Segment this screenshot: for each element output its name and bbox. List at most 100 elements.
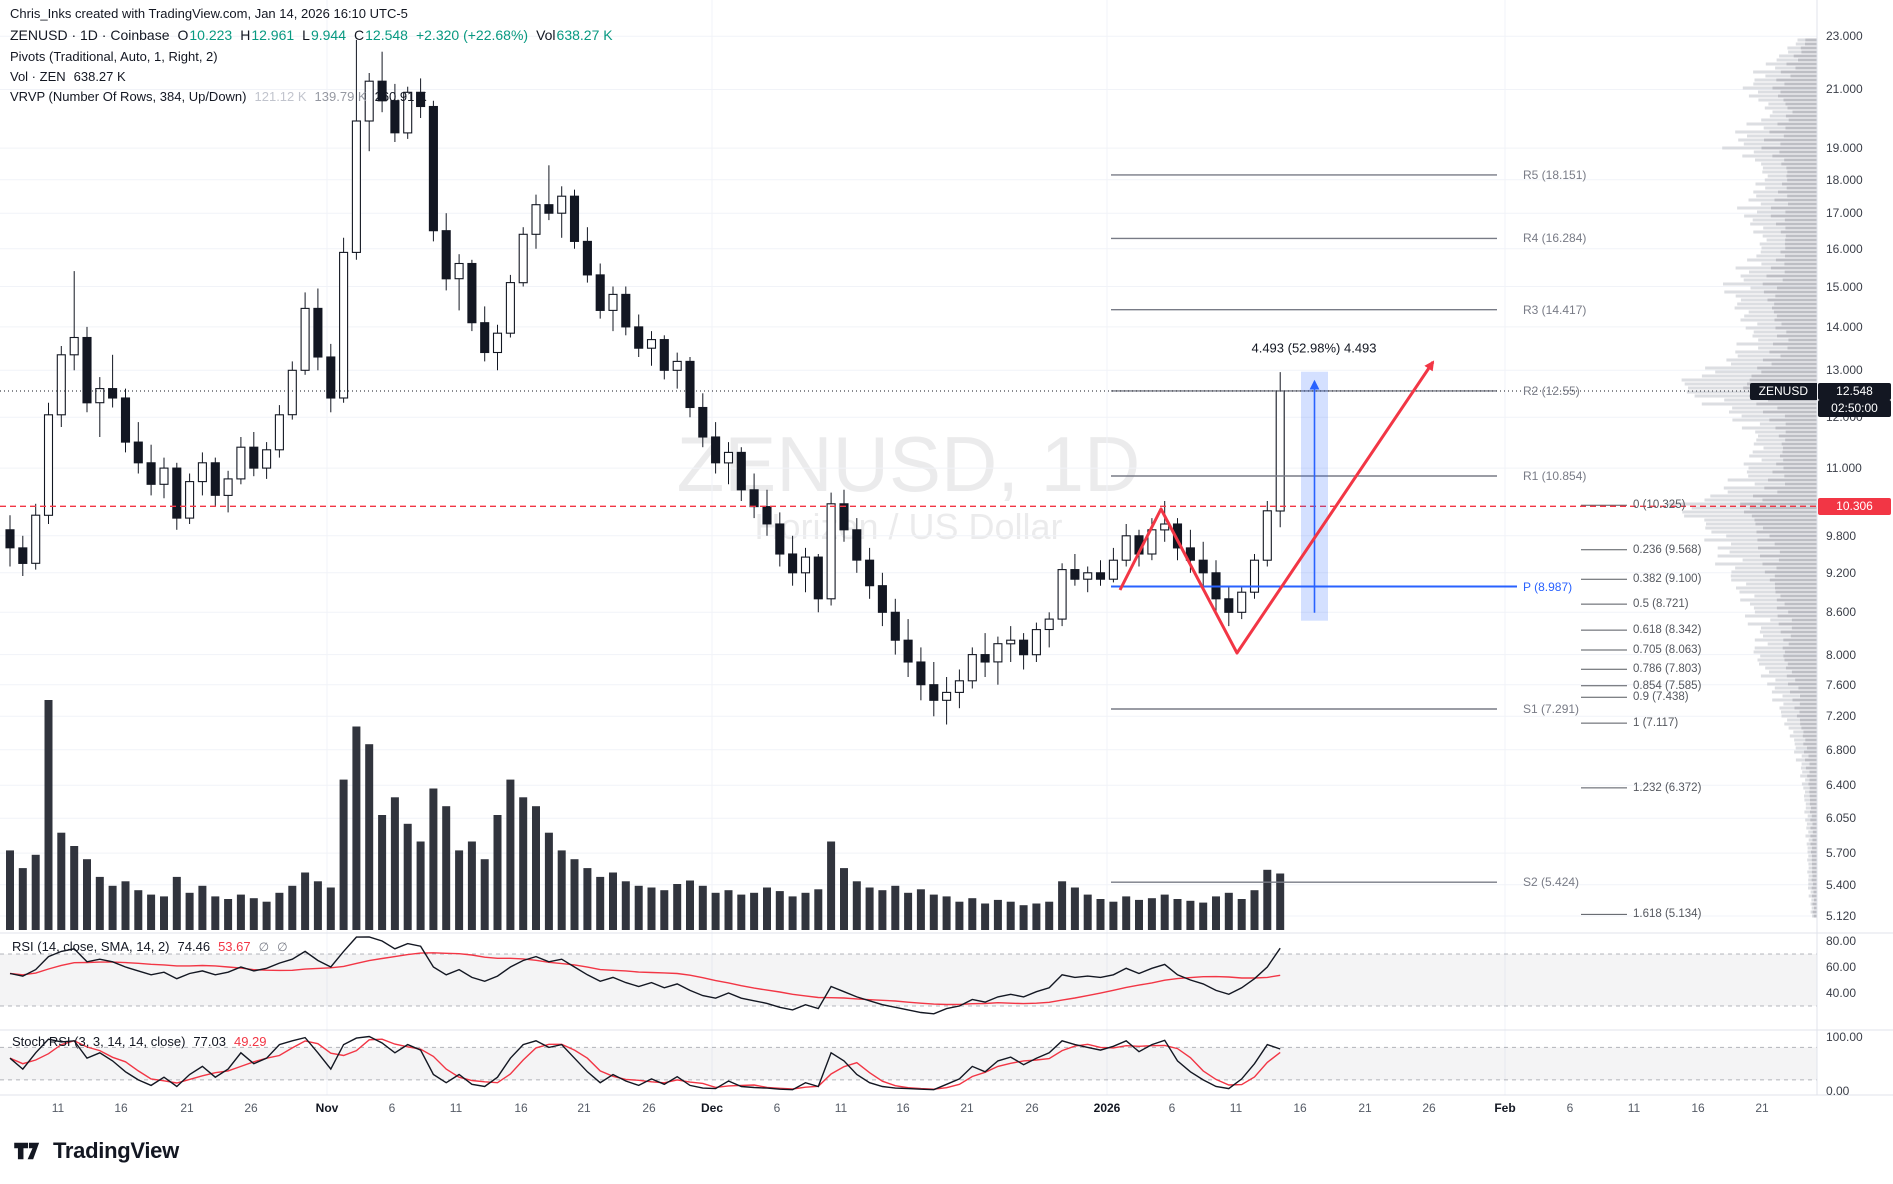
- vrvp-total-volume: 260.91 K: [374, 89, 427, 104]
- price-axis-label: 8.600: [1826, 605, 1857, 620]
- price-axis-label: 6.800: [1826, 742, 1857, 757]
- price-axis-label: 17.000: [1826, 206, 1863, 221]
- rsi-indicator-title: RSI (14, close, SMA, 14, 2): [12, 939, 170, 954]
- price-range-measure-label[interactable]: 4.493 (52.98%) 4.493: [1251, 340, 1377, 356]
- price-axis-label: 19.000: [1826, 141, 1863, 156]
- fib-level-label: 1 (7.117): [1633, 717, 1679, 730]
- ohlc-open: O10.223: [177, 27, 233, 43]
- price-axis-label: 21.000: [1826, 82, 1863, 97]
- rsi-sma-line: [9, 952, 1281, 1006]
- price-axis-label: 15.000: [1826, 279, 1863, 294]
- candlestick-series: [5, 40, 1285, 725]
- volume-series: [6, 700, 1285, 930]
- fib-level-label: 0.786 (7.803): [1633, 663, 1702, 676]
- price-axis-label: 8.000: [1826, 647, 1857, 662]
- vrvp-up-volume: 121.12 K: [254, 89, 307, 104]
- time-axis-label: 26: [244, 1101, 258, 1115]
- time-axis-label: 21: [577, 1101, 591, 1115]
- volume-legend-row[interactable]: Vol · ZEN 638.27 K: [10, 69, 613, 84]
- pivot-label-r4: R4 (16.284): [1523, 231, 1587, 246]
- pivot-label-p: P (8.987): [1523, 579, 1573, 594]
- vrvp-down-volume: 139.79 K: [314, 89, 367, 104]
- price-axis-label: 7.600: [1826, 677, 1857, 692]
- time-axis-label: 26: [642, 1101, 656, 1115]
- price-axis-label: 13.000: [1826, 363, 1863, 378]
- time-axis-label: Feb: [1494, 1101, 1516, 1115]
- price-axis-label: 5.400: [1826, 877, 1857, 892]
- pivot-label-r3: R3 (14.417): [1523, 302, 1587, 317]
- time-axis-label: 11: [1229, 1101, 1243, 1115]
- price-scale[interactable]: [1817, 0, 1893, 1095]
- price-axis-label: 14.000: [1826, 319, 1863, 334]
- stoch-rsi-legend-row[interactable]: Stoch RSI (3, 3, 14, 14, close) 77.03 49…: [12, 1034, 267, 1049]
- time-axis-label: 11: [1627, 1101, 1641, 1115]
- fib-level-label: 0.705 (8.063): [1633, 644, 1702, 657]
- time-axis-label: 16: [896, 1101, 910, 1115]
- time-axis-label: 26: [1422, 1101, 1436, 1115]
- measure-tool[interactable]: [1301, 371, 1328, 621]
- pivot-label-s1: S1 (7.291): [1523, 701, 1580, 716]
- time-axis-label: 6: [1566, 1101, 1574, 1115]
- price-axis-label: 11.000: [1826, 461, 1862, 476]
- time-axis-label: 21: [1755, 1101, 1769, 1115]
- price-axis-label: 9.200: [1826, 565, 1857, 580]
- time-axis-label: 26: [1025, 1101, 1039, 1115]
- time-axis-label: 21: [1358, 1101, 1372, 1115]
- price-axis-label: 7.200: [1826, 709, 1857, 724]
- ohlc-low: L9.944: [302, 27, 347, 43]
- stoch-d-value: 49.29: [233, 1034, 267, 1049]
- symbol-legend-row[interactable]: ZENUSD · 1D · Coinbase O10.223 H12.961 L…: [10, 27, 613, 43]
- pivots-indicator-title: Pivots (Traditional, Auto, 1, Right, 2): [10, 49, 218, 64]
- pivot-label-r2: R2 (12.55): [1523, 383, 1580, 398]
- ohlc-high: H12.961: [240, 27, 295, 43]
- fib-level-label: 1.232 (6.372): [1633, 781, 1702, 794]
- rsi-axis-label: 60.00: [1826, 960, 1857, 974]
- stoch-axis-label: 100.00: [1826, 1029, 1863, 1044]
- ohlc-close: C12.548: [354, 27, 408, 43]
- fib-level-label: 0.9 (7.438): [1633, 691, 1689, 704]
- time-axis-label: 6: [773, 1101, 781, 1115]
- rsi-line: [9, 936, 1281, 1015]
- rsi-axis-label: 40.00: [1826, 986, 1857, 1000]
- fib-level-label: 0.382 (9.100): [1633, 573, 1702, 586]
- time-axis-label: 21: [960, 1101, 974, 1115]
- time-axis[interactable]: [0, 1095, 1893, 1133]
- time-axis-label: 11: [449, 1101, 463, 1115]
- symbol-description: ZENUSD · 1D · Coinbase: [10, 27, 170, 43]
- rsi-sma-value: 53.67: [218, 939, 251, 954]
- grid: [0, 0, 1817, 1095]
- time-axis-label: 16: [114, 1101, 128, 1115]
- tradingview-logo-text: TradingView: [53, 1138, 179, 1163]
- poc-price-badge: 10.306: [1818, 497, 1891, 515]
- rsi-legend-row[interactable]: RSI (14, close, SMA, 14, 2) 74.46 53.67 …: [12, 939, 288, 954]
- price-axis-label: 5.120: [1826, 908, 1857, 923]
- rsi-axis-label: 80.00: [1826, 934, 1857, 948]
- price-axis-label: 5.700: [1826, 846, 1857, 861]
- symbol-price-badge: ZENUSD: [1749, 382, 1817, 400]
- volume-indicator-value: 638.27 K: [73, 69, 126, 84]
- stoch-rsi-indicator-title: Stoch RSI (3, 3, 14, 14, close): [12, 1034, 186, 1049]
- vrvp-legend-row[interactable]: VRVP (Number Of Rows, 384, Up/Down) 121.…: [10, 89, 613, 104]
- trend-projection-arrow[interactable]: [1118, 360, 1435, 655]
- time-axis-label: Nov: [315, 1101, 339, 1115]
- price-axis-label: 18.000: [1826, 172, 1863, 187]
- pivot-label-r5: R5 (18.151): [1523, 167, 1587, 182]
- volume-indicator-title: Vol · ZEN: [10, 69, 66, 84]
- vrvp-indicator-title: VRVP (Number Of Rows, 384, Up/Down): [10, 89, 247, 104]
- fib-level-label: 0 (10.325): [1633, 499, 1686, 512]
- pivots-legend-row[interactable]: Pivots (Traditional, Auto, 1, Right, 2): [10, 49, 613, 64]
- attribution-note: Chris_Inks created with TradingView.com,…: [10, 6, 408, 21]
- time-axis-label: 6: [1168, 1101, 1176, 1115]
- fib-level-label: 0.854 (7.585): [1633, 679, 1702, 692]
- stoch-d-line: [9, 1038, 1281, 1090]
- tradingview-logo[interactable]: TradingView: [14, 1138, 179, 1164]
- fib-level-label: 0.5 (8.721): [1633, 598, 1689, 611]
- fib-level-label: 0.236 (9.568): [1633, 543, 1702, 556]
- time-axis-label: 16: [514, 1101, 528, 1115]
- time-axis-label: 16: [1293, 1101, 1307, 1115]
- time-axis-label: Dec: [700, 1101, 724, 1115]
- time-axis-label: 21: [180, 1101, 194, 1115]
- rsi-band-marker-icon: ∅: [258, 940, 270, 954]
- last-price-badge: 12.548: [1818, 382, 1891, 400]
